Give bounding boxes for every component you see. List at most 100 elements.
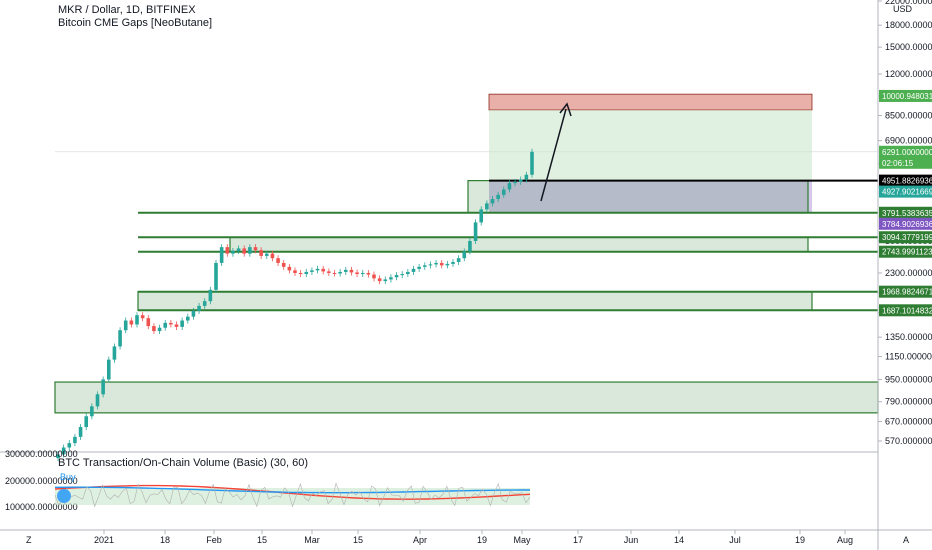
candle-body (518, 179, 523, 182)
currency-label: USD (893, 4, 913, 14)
x-tick-label: 19 (795, 535, 805, 545)
candle-body (123, 320, 128, 331)
subpane-series (55, 486, 530, 494)
candle-body (157, 327, 162, 332)
candle-body (152, 326, 156, 332)
price-label: 4951.88269369 (882, 177, 932, 186)
x-tick-label: Jun (624, 535, 639, 545)
candle-body (372, 274, 376, 279)
candle-body (185, 316, 190, 321)
candle-body (73, 436, 77, 444)
x-tick-label: 17 (573, 535, 583, 545)
candle-body (524, 174, 529, 180)
candle-body (219, 247, 224, 263)
subpane: 300000.00000000 200000.00000000 100000.000… (5, 449, 531, 512)
chart-title: MKR / Dollar, 1D, BITFINEX (58, 4, 196, 16)
candle-body (84, 416, 89, 428)
candle-body (180, 320, 184, 327)
x-tick-label: Mar (304, 535, 320, 545)
candle-body (338, 271, 342, 274)
candle-body (118, 330, 122, 347)
x-axis: 2021 18 Feb 15 Mar 15 Apr 19 May 17 Jun 14 Jul 19 Aug (94, 530, 853, 545)
candle-body (406, 271, 410, 275)
candle-body (451, 261, 455, 264)
y-tick-label: 12000.00000000 (885, 69, 932, 79)
y-tick-label: 22000.00000000 (885, 0, 932, 6)
y-tick-label: 6900.00000000 (885, 136, 932, 146)
candle-body (343, 269, 348, 272)
candle-body (146, 318, 151, 327)
candle-body (513, 181, 517, 184)
candle-body (112, 346, 117, 360)
target-box (488, 93, 813, 111)
candle-body (287, 266, 292, 271)
buy-signal-label: Buy (60, 472, 76, 482)
candle-body (389, 277, 393, 280)
price-label-bg (879, 156, 932, 169)
subpane-volume (54, 482, 531, 508)
candle-body (360, 272, 365, 275)
candles (56, 102, 572, 462)
candle-body (214, 262, 218, 290)
candle-body (321, 268, 326, 272)
candle-body (61, 447, 66, 455)
candle-body (428, 264, 433, 266)
candle-body (56, 454, 60, 459)
candle-body (400, 274, 405, 276)
candle-body (281, 262, 286, 267)
candle-body (236, 248, 241, 252)
price-label-bg (879, 145, 932, 158)
candle-body (270, 253, 275, 259)
candle-body (507, 183, 512, 190)
candle-body (248, 247, 252, 254)
candle-body (95, 394, 100, 407)
candle-body (422, 265, 427, 267)
y-tick-label: 670.00000000 (885, 417, 932, 427)
projection-arrowhead (559, 102, 572, 117)
candle-body (485, 203, 489, 210)
corner-right-label[interactable]: A (903, 535, 909, 545)
x-tick-label: 18 (160, 535, 170, 545)
y-tick-label: 790.00000000 (885, 397, 932, 407)
candle-body (78, 427, 83, 437)
candle-body (468, 240, 472, 252)
candle-body (225, 247, 230, 254)
candle-body (253, 247, 258, 251)
price-label-bg (879, 245, 932, 258)
x-tick-label: Apr (413, 535, 427, 545)
y-tick-label: 8500.00000000 (885, 111, 932, 121)
price-label-bg (879, 217, 932, 230)
x-tick-label: 15 (353, 535, 363, 545)
candle-body (383, 279, 388, 282)
candle-body (327, 271, 331, 273)
candle-body (473, 222, 478, 241)
price-label: 2743.99911238 (882, 248, 932, 257)
candle-body (394, 275, 399, 278)
candle-body (293, 270, 297, 273)
x-tick-label: Jul (729, 535, 741, 545)
corner-left-label[interactable]: Z (26, 535, 32, 545)
y-tick-label: 2300.00000000 (885, 268, 932, 278)
price-label-bg (879, 89, 932, 102)
candle-body (242, 248, 247, 254)
candle-body (191, 310, 196, 317)
candle-body (259, 250, 263, 256)
candle-body (101, 379, 105, 395)
candle-body (355, 272, 359, 275)
candle-body (174, 324, 179, 327)
candle-body (169, 322, 173, 325)
candle-body (434, 262, 438, 265)
price-label: 1687.10148326 (882, 306, 932, 315)
y-tick-label: 18000.00000000 (885, 20, 932, 30)
subpane-tick-label: 200000.00000000 (5, 476, 78, 486)
candle-body (411, 268, 416, 272)
price-label-bg (879, 206, 932, 219)
candle-body (129, 320, 134, 325)
candle-body (349, 269, 354, 273)
candle-body (135, 315, 139, 325)
indicator-title: Bitcoin CME Gaps [NeoButane] (58, 17, 212, 29)
price-label: 02:06:15 (882, 159, 914, 168)
y-tick-label: 1150.00000000 (885, 351, 932, 361)
